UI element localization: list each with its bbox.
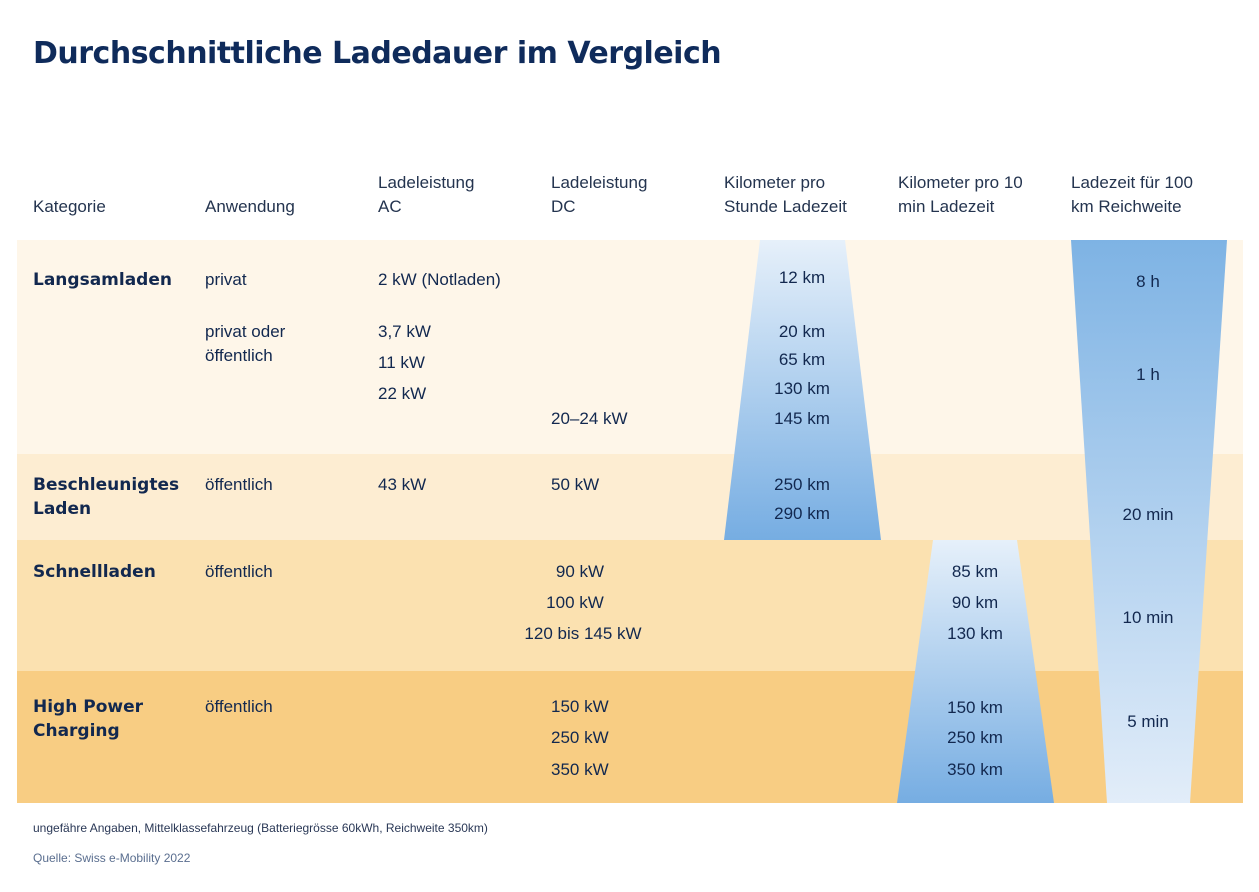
km-pro-10min-value: 250 km <box>947 728 1003 747</box>
band-schnellladen <box>17 540 1243 671</box>
km-pro-stunde-value: 65 km <box>778 350 826 369</box>
dc-value: 350 kW <box>551 760 609 779</box>
ladezeit-value: 5 min <box>1127 712 1169 731</box>
km-pro-stunde-value: 145 km <box>774 409 830 428</box>
ladezeit-value: 20 min <box>1122 505 1174 524</box>
km-pro-stunde-trapezoid <box>724 240 881 540</box>
header-ladezeit-100km: Ladezeit für 100 km Reichweite <box>1071 173 1193 216</box>
anwendung-oeffentlich: öffentlich <box>205 475 273 494</box>
header-ladeleistung-ac: Ladeleistung AC <box>378 173 475 216</box>
kategorie-schnellladen: Schnellladen <box>33 562 156 582</box>
anwendung-privat: privat <box>205 270 247 289</box>
km-pro-10min-value: 90 km <box>951 593 999 612</box>
header-kategorie: Kategorie <box>33 197 106 216</box>
anwendung-oeffentlich: öffentlich <box>205 697 273 716</box>
kategorie-langsamladen: Langsamladen <box>33 270 172 290</box>
ladezeit-value: 1 h <box>1136 365 1160 384</box>
anwendung-oeffentlich: öffentlich <box>205 562 273 581</box>
footnote: ungefähre Angaben, Mittelklassefahrzeug … <box>33 821 488 835</box>
dc-value: 150 kW <box>551 697 609 716</box>
km-pro-10min-trapezoid <box>897 540 1054 803</box>
dc-value: 250 kW <box>551 728 609 747</box>
dc-value: 20–24 kW <box>551 409 628 428</box>
dc-value: 90 kW <box>555 562 605 581</box>
ac-value: 3,7 kW <box>378 322 431 341</box>
anwendung-privat-oder-oeffentlich: privat oder öffentlich <box>205 322 286 365</box>
header-anwendung: Anwendung <box>205 197 295 216</box>
ac-value: 22 kW <box>378 384 427 403</box>
kategorie-beschleunigtes-laden: Beschleunigtes Laden <box>33 475 180 519</box>
ladezeit-value: 10 min <box>1122 608 1174 627</box>
header-km-pro-10min: Kilometer pro 10 min Ladezeit <box>898 173 1023 216</box>
header-ladeleistung-dc: Ladeleistung DC <box>551 173 648 216</box>
band-langsamladen <box>17 240 1243 454</box>
km-pro-10min-value: 85 km <box>951 562 999 581</box>
ac-value: 2 kW (Notladen) <box>378 270 501 289</box>
header-km-pro-stunde: Kilometer pro Stunde Ladezeit <box>724 173 847 216</box>
km-pro-10min-value: 150 km <box>947 698 1003 717</box>
dc-value: 120 bis 145 kW <box>524 624 642 643</box>
km-pro-stunde-value: 250 km <box>774 475 830 494</box>
ladezeit-value: 8 h <box>1136 272 1160 291</box>
kategorie-high-power-charging: High Power Charging <box>33 697 144 741</box>
page-title: Durchschnittliche Ladedauer im Vergleich <box>33 36 722 71</box>
ladezeit-trapezoid <box>1071 240 1227 803</box>
ac-value: 11 kW <box>378 353 425 372</box>
km-pro-10min-value: 350 km <box>947 760 1003 779</box>
km-pro-stunde-value: 290 km <box>774 504 830 523</box>
km-pro-stunde-value: 20 km <box>778 322 826 341</box>
km-pro-10min-value: 130 km <box>947 624 1003 643</box>
band-beschleunigtes-laden <box>17 454 1243 540</box>
ac-value: 43 kW <box>378 475 427 494</box>
source-note: Quelle: Swiss e-Mobility 2022 <box>33 851 191 865</box>
dc-value: 50 kW <box>551 475 600 494</box>
km-pro-stunde-value: 12 km <box>778 268 826 287</box>
dc-value: 100 kW <box>546 593 604 612</box>
km-pro-stunde-value: 130 km <box>774 379 830 398</box>
